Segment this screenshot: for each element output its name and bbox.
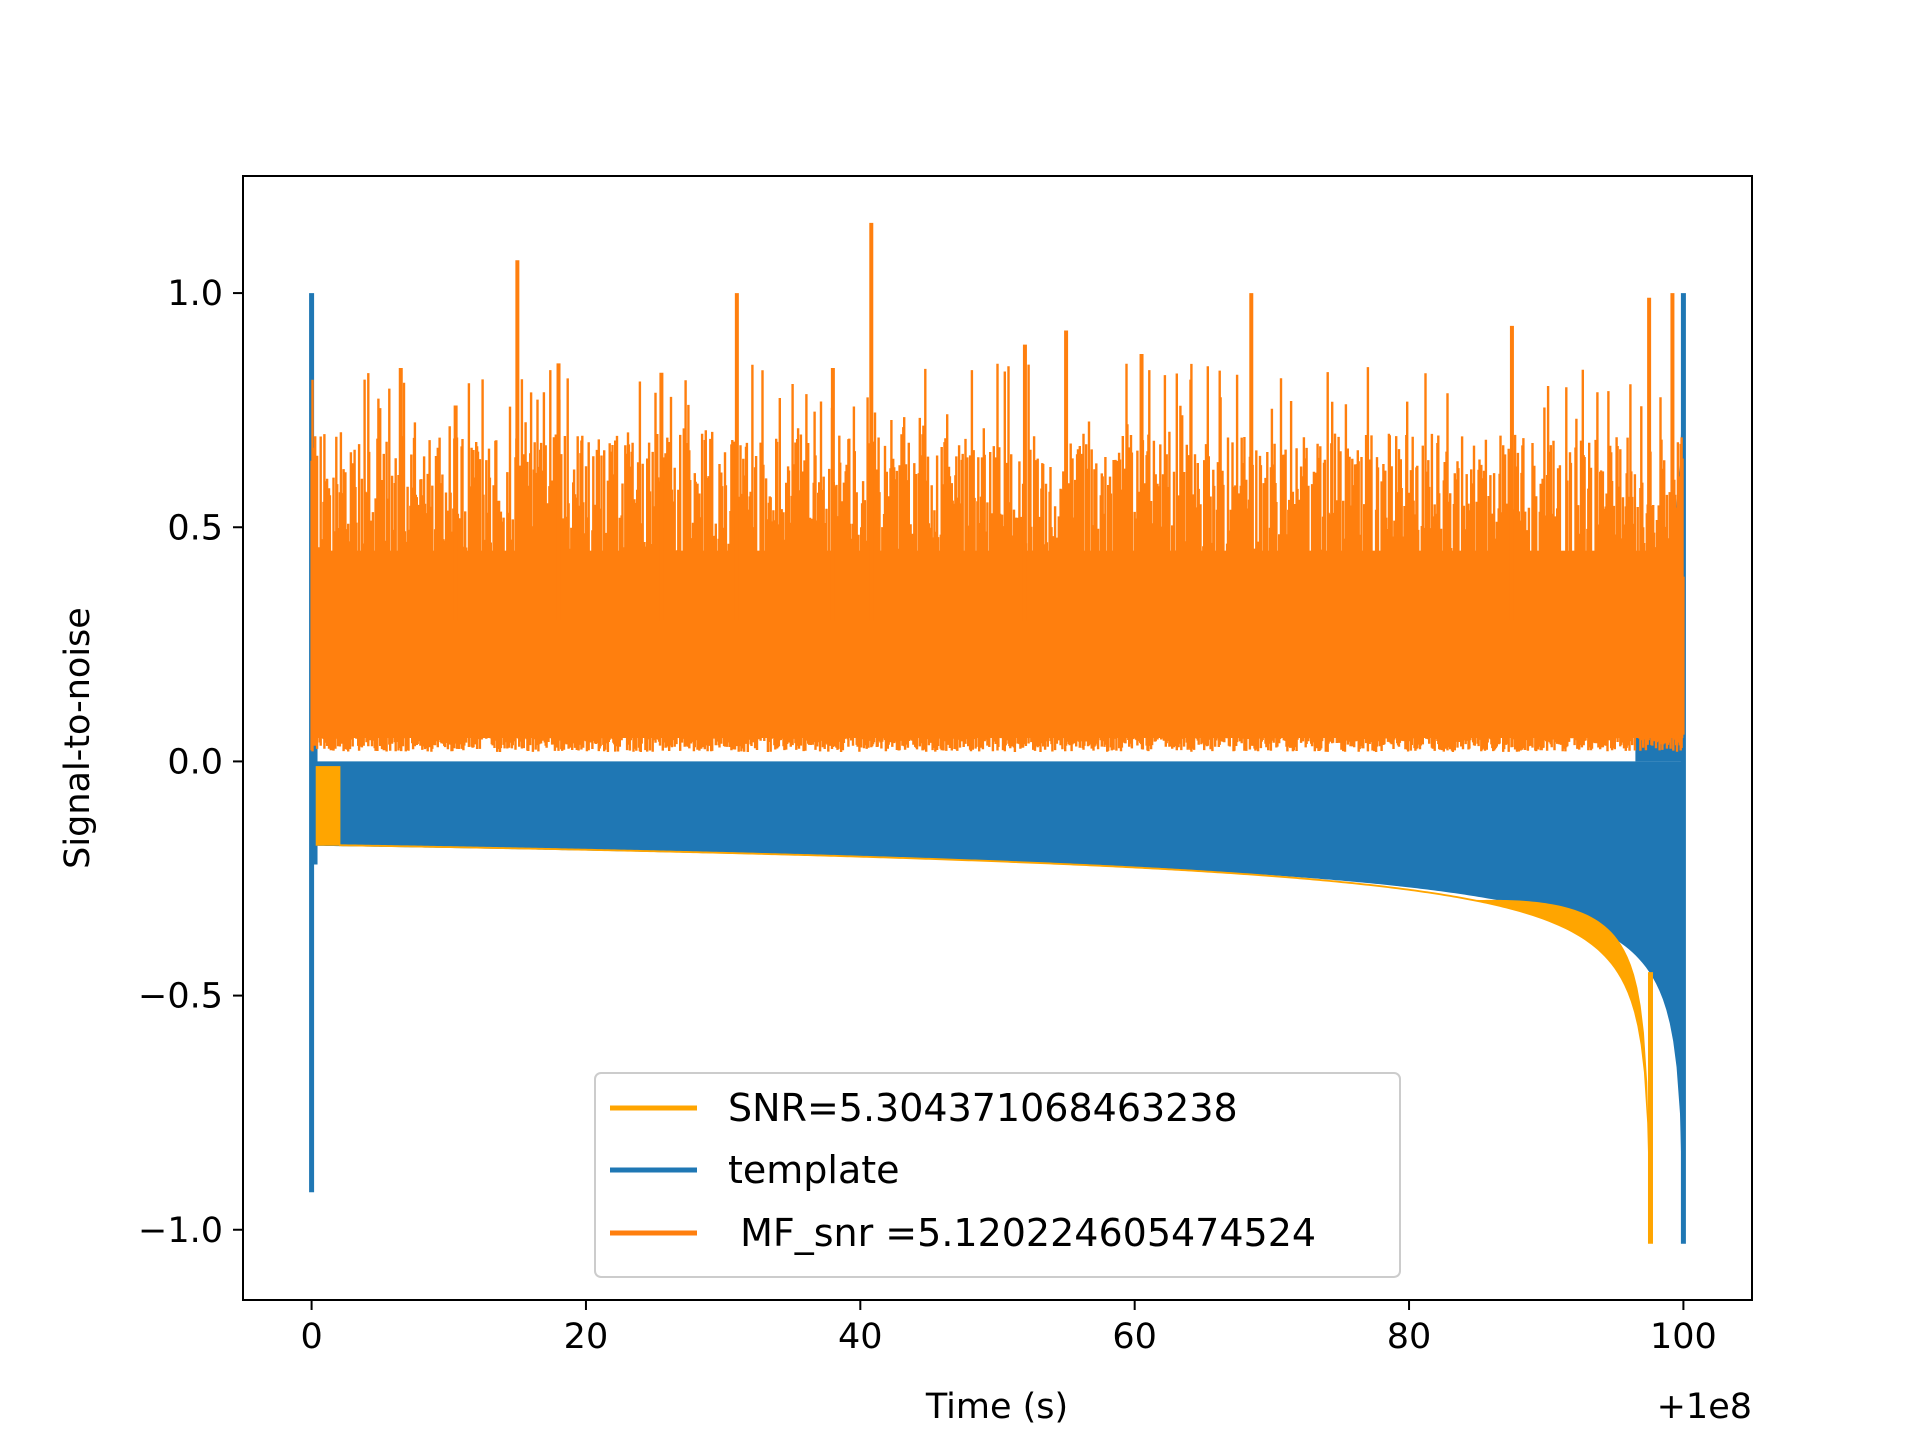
x-tick-label-0: 0 — [300, 1317, 322, 1357]
x-tick-label-3: 60 — [1112, 1317, 1157, 1357]
x-tick-label-2: 40 — [838, 1317, 883, 1357]
y-tick-label-2: 0.0 — [167, 742, 223, 782]
legend-label-snr: SNR=5.304371068463238 — [728, 1086, 1238, 1130]
y-tick-label-1: −0.5 — [138, 977, 223, 1017]
x-axis-label: Time (s) — [925, 1387, 1068, 1427]
legend-label-template: template — [728, 1148, 900, 1192]
y-tick-label-4: 1.0 — [167, 274, 223, 314]
axes: 0 20 40 60 80 100 −1.0 −0.5 0.0 0.5 1.0 — [138, 274, 1717, 1357]
plot-frame — [242, 175, 1753, 1301]
template-band — [316, 761, 1684, 1244]
plot-area — [309, 222, 1686, 1244]
y-axis-label: Signal-to-noise — [58, 607, 98, 869]
x-tick-label-1: 20 — [564, 1317, 609, 1357]
y-tick-label-0: −1.0 — [138, 1211, 223, 1251]
x-offset-label: +1e8 — [1657, 1387, 1752, 1427]
legend-label-mf-snr: MF_snr =5.120224605474524 — [728, 1211, 1316, 1255]
snr-start-block — [315, 766, 341, 846]
y-tick-label-3: 0.5 — [167, 508, 223, 548]
mf-snr-core — [312, 550, 1684, 738]
x-tick-label-4: 80 — [1387, 1317, 1432, 1357]
legend-box — [594, 1072, 1401, 1278]
legend: SNR=5.304371068463238 template MF_snr =5… — [594, 1072, 1401, 1278]
x-tick-label-5: 100 — [1650, 1317, 1717, 1357]
